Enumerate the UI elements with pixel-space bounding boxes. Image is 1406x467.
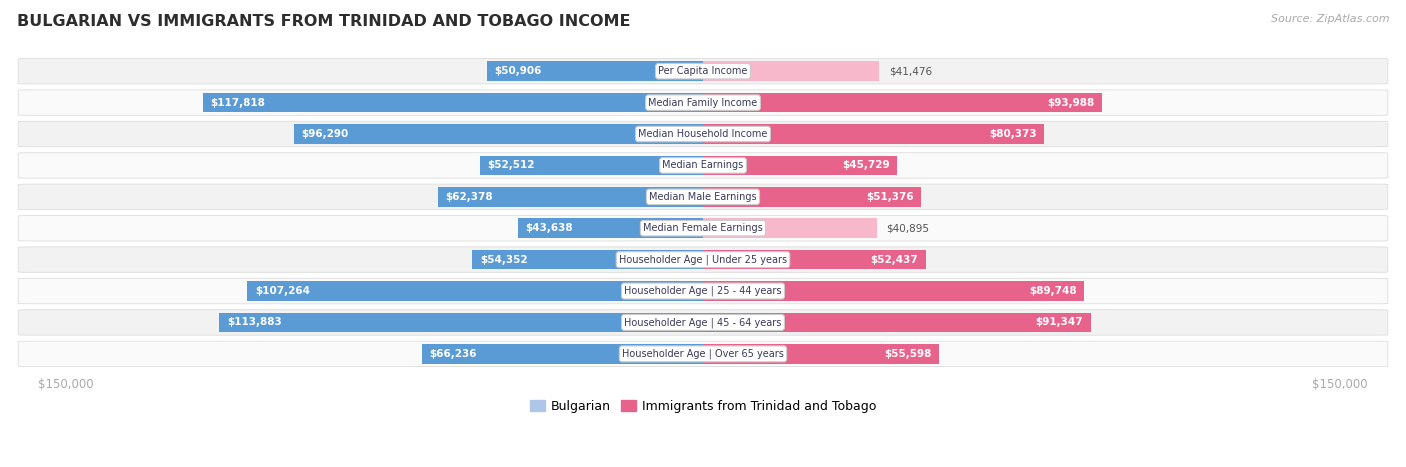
Bar	[486, 62, 703, 81]
Text: Source: ZipAtlas.com: Source: ZipAtlas.com	[1271, 14, 1389, 24]
FancyBboxPatch shape	[18, 215, 1388, 241]
Text: $96,290: $96,290	[302, 129, 349, 139]
Text: $41,476: $41,476	[889, 66, 932, 76]
Text: $45,729: $45,729	[842, 161, 890, 170]
Bar	[517, 219, 703, 238]
Bar	[703, 250, 925, 269]
Text: Householder Age | 45 - 64 years: Householder Age | 45 - 64 years	[624, 317, 782, 328]
FancyBboxPatch shape	[18, 341, 1388, 367]
Bar	[703, 93, 1102, 113]
Text: $55,598: $55,598	[884, 349, 932, 359]
Bar	[703, 187, 921, 206]
Text: Householder Age | Under 25 years: Householder Age | Under 25 years	[619, 255, 787, 265]
Text: Median Earnings: Median Earnings	[662, 161, 744, 170]
Bar	[703, 156, 897, 175]
FancyBboxPatch shape	[18, 310, 1388, 335]
Text: Householder Age | Over 65 years: Householder Age | Over 65 years	[621, 348, 785, 359]
FancyBboxPatch shape	[18, 247, 1388, 272]
Text: Per Capita Income: Per Capita Income	[658, 66, 748, 76]
Text: $62,378: $62,378	[446, 192, 494, 202]
Text: $52,512: $52,512	[488, 161, 536, 170]
Text: $43,638: $43,638	[526, 223, 572, 233]
Text: $113,883: $113,883	[226, 318, 281, 327]
Legend: Bulgarian, Immigrants from Trinidad and Tobago: Bulgarian, Immigrants from Trinidad and …	[524, 395, 882, 417]
Text: $52,437: $52,437	[870, 255, 918, 265]
Text: Median Male Earnings: Median Male Earnings	[650, 192, 756, 202]
Text: $50,906: $50,906	[495, 66, 541, 76]
Bar	[703, 219, 877, 238]
Text: $80,373: $80,373	[988, 129, 1036, 139]
Text: $51,376: $51,376	[866, 192, 914, 202]
FancyBboxPatch shape	[18, 121, 1388, 147]
Text: Median Family Income: Median Family Income	[648, 98, 758, 107]
Text: $91,347: $91,347	[1036, 318, 1083, 327]
Text: $40,895: $40,895	[886, 223, 929, 233]
Text: $89,748: $89,748	[1029, 286, 1077, 296]
Text: BULGARIAN VS IMMIGRANTS FROM TRINIDAD AND TOBAGO INCOME: BULGARIAN VS IMMIGRANTS FROM TRINIDAD AN…	[17, 14, 630, 29]
Bar	[703, 313, 1091, 332]
Bar	[703, 124, 1045, 144]
Text: $93,988: $93,988	[1047, 98, 1094, 107]
FancyBboxPatch shape	[18, 184, 1388, 210]
Bar	[247, 281, 703, 301]
Text: $107,264: $107,264	[254, 286, 311, 296]
FancyBboxPatch shape	[18, 153, 1388, 178]
Bar	[703, 62, 879, 81]
FancyBboxPatch shape	[18, 90, 1388, 115]
Bar	[472, 250, 703, 269]
Text: $54,352: $54,352	[479, 255, 527, 265]
Text: Median Household Income: Median Household Income	[638, 129, 768, 139]
Text: $117,818: $117,818	[211, 98, 266, 107]
Bar	[294, 124, 703, 144]
Bar	[219, 313, 703, 332]
Text: Householder Age | 25 - 44 years: Householder Age | 25 - 44 years	[624, 286, 782, 296]
FancyBboxPatch shape	[18, 278, 1388, 304]
Text: Median Female Earnings: Median Female Earnings	[643, 223, 763, 233]
Text: $66,236: $66,236	[429, 349, 477, 359]
Bar	[422, 344, 703, 364]
Bar	[479, 156, 703, 175]
Bar	[202, 93, 703, 113]
FancyBboxPatch shape	[18, 58, 1388, 84]
Bar	[439, 187, 703, 206]
Bar	[703, 344, 939, 364]
Bar	[703, 281, 1084, 301]
